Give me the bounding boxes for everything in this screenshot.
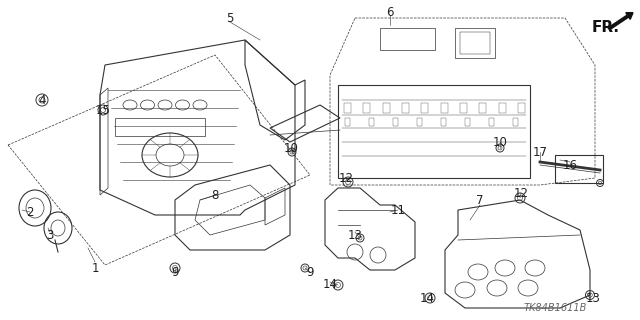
Bar bbox=[383, 103, 390, 113]
Text: 13: 13 bbox=[348, 228, 362, 242]
Bar bbox=[364, 103, 371, 113]
Text: 16: 16 bbox=[563, 158, 577, 172]
Bar bbox=[479, 103, 486, 113]
Text: FR.: FR. bbox=[592, 20, 620, 35]
Bar bbox=[421, 103, 428, 113]
Bar bbox=[555, 155, 603, 183]
Text: 1: 1 bbox=[92, 261, 99, 275]
Text: 10: 10 bbox=[493, 135, 508, 148]
Text: 9: 9 bbox=[172, 266, 179, 278]
Text: 2: 2 bbox=[26, 205, 34, 219]
Text: 5: 5 bbox=[227, 12, 234, 25]
Text: 15: 15 bbox=[95, 103, 111, 116]
Text: 17: 17 bbox=[532, 146, 547, 158]
Bar bbox=[518, 103, 525, 113]
Text: 11: 11 bbox=[390, 204, 406, 217]
Text: 14: 14 bbox=[323, 278, 337, 292]
Bar bbox=[465, 118, 470, 126]
Text: 10: 10 bbox=[284, 141, 298, 155]
Bar bbox=[455, 28, 495, 58]
Bar bbox=[380, 28, 435, 50]
Bar bbox=[417, 118, 422, 126]
Text: 14: 14 bbox=[419, 292, 435, 305]
Text: 9: 9 bbox=[307, 266, 314, 278]
Text: 3: 3 bbox=[46, 228, 54, 242]
Bar bbox=[441, 103, 447, 113]
Bar bbox=[402, 103, 409, 113]
Text: 8: 8 bbox=[211, 188, 219, 202]
Bar bbox=[441, 118, 446, 126]
Text: 6: 6 bbox=[387, 5, 394, 19]
Bar bbox=[499, 103, 506, 113]
Bar bbox=[513, 118, 518, 126]
FancyArrow shape bbox=[609, 13, 633, 29]
Bar bbox=[345, 118, 350, 126]
Text: 7: 7 bbox=[476, 194, 484, 206]
Bar bbox=[393, 118, 398, 126]
Text: 12: 12 bbox=[513, 187, 529, 199]
Bar bbox=[344, 103, 351, 113]
Bar bbox=[460, 32, 490, 54]
Text: 13: 13 bbox=[586, 292, 600, 305]
Bar bbox=[489, 118, 494, 126]
Bar bbox=[369, 118, 374, 126]
Text: 4: 4 bbox=[38, 93, 45, 107]
Bar bbox=[115, 118, 205, 136]
Text: 12: 12 bbox=[339, 172, 353, 185]
Bar bbox=[460, 103, 467, 113]
Text: TK84B1611B: TK84B1611B bbox=[524, 303, 587, 313]
